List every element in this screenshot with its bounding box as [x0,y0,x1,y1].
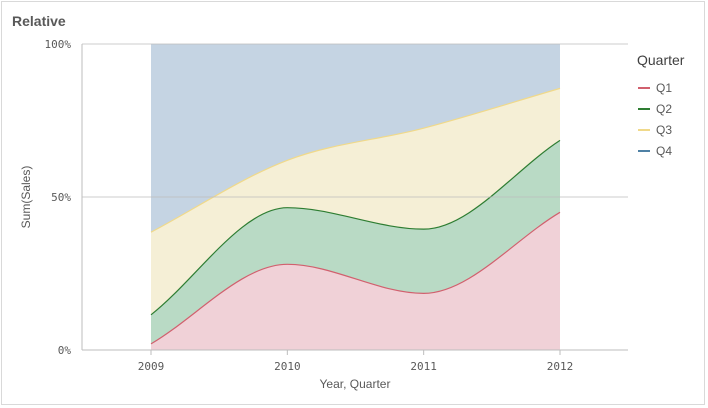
y-axis-title: Sum(Sales) [19,166,33,229]
x-tick-labels: 2009 2010 2011 2012 [138,350,574,373]
line-q2 [150,139,561,316]
x-axis-title: Year, Quarter [320,377,391,391]
legend-label: Q3 [656,123,672,137]
y-tick-label: 50% [51,191,71,204]
series-lines [150,87,561,345]
legend-label: Q1 [656,81,672,95]
legend-item-q1[interactable]: Q1 [638,81,672,95]
legend-title: Quarter [637,52,685,68]
y-tick-label: 0% [58,344,72,357]
chart-title: Relative [12,13,66,29]
legend: Quarter Q1 Q2 Q3 Q4 [637,52,685,158]
legend-label: Q2 [656,102,672,116]
area-q2[interactable] [151,140,560,344]
legend-item-q2[interactable]: Q2 [638,102,672,116]
x-tick-label: 2012 [547,360,574,373]
legend-item-q3[interactable]: Q3 [638,123,672,137]
y-tick-labels: 0% 50% 100% [45,38,72,357]
area-q1[interactable] [151,212,560,350]
line-q3 [150,87,561,233]
x-tick-label: 2010 [274,360,301,373]
y-tick-label: 100% [45,38,72,51]
area-q4[interactable] [151,44,560,233]
x-tick-label: 2009 [138,360,165,373]
gridlines [82,43,628,198]
x-tick-label: 2011 [410,360,437,373]
area-layers [151,44,560,350]
legend-item-q4[interactable]: Q4 [638,144,672,158]
area-q3[interactable] [151,88,560,315]
legend-label: Q4 [656,144,672,158]
line-q1 [150,211,561,345]
